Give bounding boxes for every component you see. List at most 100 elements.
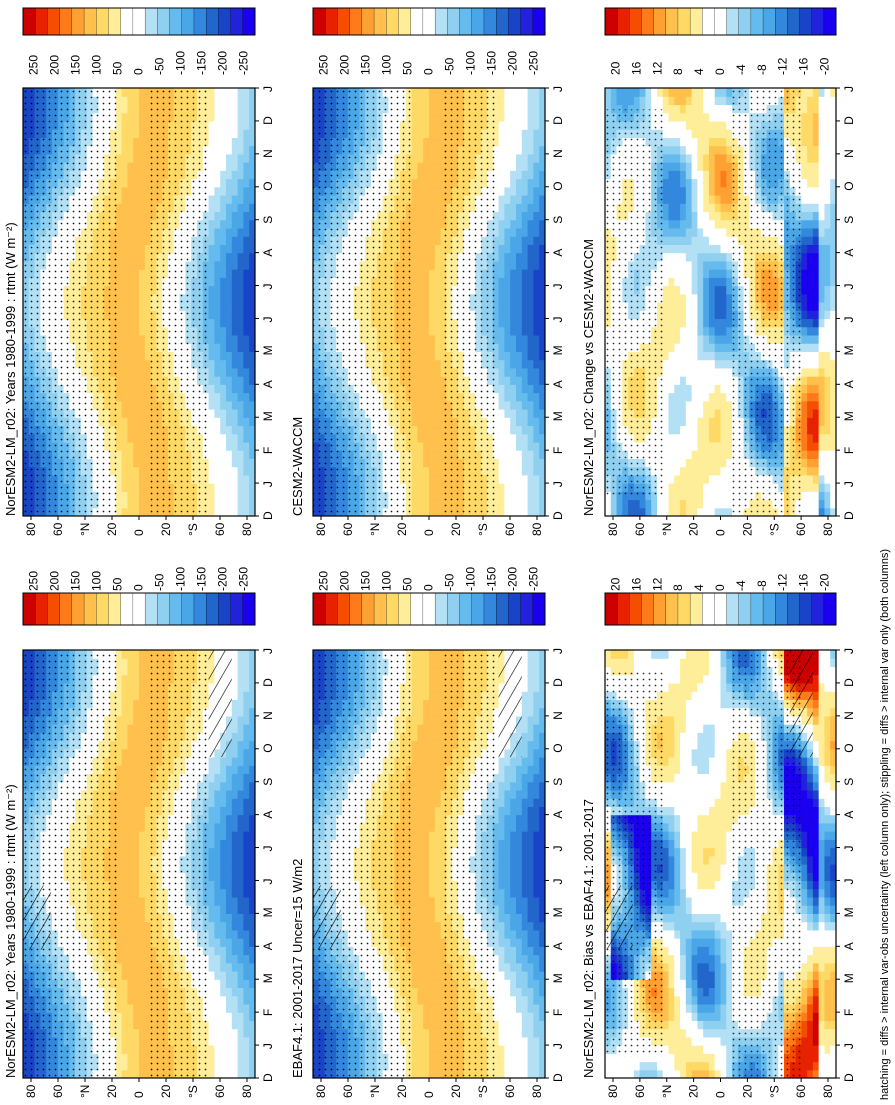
heatmap-cell <box>674 847 681 857</box>
heatmap-cell <box>121 1036 128 1046</box>
heatmap-cell <box>243 847 250 857</box>
heatmap-cell <box>521 789 529 799</box>
heatmap-cell <box>539 740 545 750</box>
heatmap-cell <box>662 674 670 684</box>
heatmap-cell <box>417 864 424 873</box>
heatmap-cell <box>121 888 128 898</box>
heatmap-cell <box>521 781 529 791</box>
heatmap-cell <box>668 691 675 700</box>
heatmap-cell <box>220 946 227 956</box>
heatmap-cell <box>121 740 128 750</box>
heatmap-cell <box>521 1012 529 1021</box>
heatmap-cell <box>610 1061 618 1071</box>
heatmap-cell <box>208 847 215 857</box>
heatmap-cell <box>668 674 675 684</box>
heatmap-cell <box>616 666 623 676</box>
heatmap-cell <box>434 855 442 865</box>
heatmap-cell <box>662 847 670 857</box>
heatmap-cell <box>220 847 227 857</box>
heatmap-cell <box>133 1036 140 1046</box>
heatmap-cell <box>498 831 505 840</box>
month-tick-label: J <box>261 846 275 852</box>
heatmap-cell <box>429 880 436 890</box>
heatmap-cell <box>539 691 545 700</box>
colorbar-label: 150 <box>359 571 373 591</box>
heatmap-cell <box>237 880 244 890</box>
heatmap-cell <box>417 831 424 840</box>
heatmap-cell <box>214 806 221 816</box>
heatmap-cell <box>208 1020 215 1030</box>
heatmap-cell <box>249 666 255 676</box>
heatmap-cell <box>429 699 436 709</box>
heatmap-cell <box>208 757 215 766</box>
heatmap-cell <box>208 1061 215 1071</box>
heatmap-cell <box>423 798 430 807</box>
heatmap-cell <box>498 938 505 947</box>
heatmap-cell <box>144 880 152 890</box>
heatmap-cell <box>208 789 215 799</box>
heatmap-cell <box>639 1061 647 1071</box>
heatmap-cell <box>651 1053 658 1063</box>
heatmap-cell <box>417 1069 424 1078</box>
heatmap-cell <box>243 855 250 865</box>
heatmap-cell <box>411 674 418 684</box>
heatmap-cell <box>429 1069 436 1078</box>
heatmap-cell <box>127 740 134 750</box>
colorbar-swatch <box>218 592 232 626</box>
heatmap-cell <box>423 979 430 989</box>
heatmap-cell <box>674 864 681 873</box>
heatmap-cell <box>527 864 534 873</box>
heatmap-cell <box>208 1028 215 1038</box>
heatmap-cell <box>510 1053 517 1063</box>
heatmap-cell <box>434 798 442 807</box>
heatmap-cell <box>417 682 424 692</box>
heatmap-cell <box>521 658 529 668</box>
heatmap-cell <box>237 732 244 742</box>
heatmap-cell <box>521 847 529 857</box>
heatmap-cell <box>226 806 233 816</box>
heatmap-cell <box>144 740 152 750</box>
heatmap-cell <box>516 979 523 989</box>
heatmap-cell <box>504 913 511 923</box>
heatmap-cell <box>127 789 134 799</box>
heatmap-cell <box>237 707 244 717</box>
heatmap-cell <box>417 913 424 923</box>
heatmap-cell <box>144 806 152 816</box>
heatmap-cell <box>533 1003 540 1013</box>
heatmap-cell <box>139 781 146 791</box>
heatmap-cell <box>139 1069 146 1078</box>
heatmap-cell <box>533 1020 540 1030</box>
heatmap-cell <box>237 650 244 659</box>
heatmap-cell <box>434 699 442 709</box>
heatmap-cell <box>674 921 681 931</box>
heatmap-cell <box>226 987 233 997</box>
heatmap-cell <box>249 905 255 914</box>
heatmap-cell <box>121 773 128 783</box>
heatmap-cell <box>429 666 436 676</box>
heatmap-cell <box>510 1003 517 1013</box>
heatmap-cell <box>429 748 436 758</box>
heatmap-cell <box>510 789 517 799</box>
heatmap-cell <box>127 732 134 742</box>
month-tick-label: A <box>551 811 565 819</box>
heatmap-cell <box>139 905 146 914</box>
heatmap-cell <box>139 847 146 857</box>
heatmap-cell <box>220 1061 227 1071</box>
heatmap-cell <box>539 921 545 931</box>
heatmap-cell <box>121 839 128 849</box>
month-tick-label: J <box>261 1043 275 1049</box>
heatmap-cell <box>144 682 152 692</box>
heatmap-cell <box>127 814 134 824</box>
heatmap-cell <box>668 1045 675 1054</box>
heatmap-cell <box>674 888 681 898</box>
heatmap-cell <box>226 1003 233 1013</box>
heatmap-cell <box>231 839 239 849</box>
heatmap-cell <box>539 987 545 997</box>
heatmap-cell <box>498 896 505 906</box>
heatmap-cell <box>208 1053 215 1063</box>
colorbar-swatch <box>398 592 412 626</box>
colorbar-swatch <box>508 592 522 626</box>
heatmap-cell <box>133 715 140 725</box>
heatmap-cell <box>539 1003 545 1013</box>
heatmap-cell <box>662 732 670 742</box>
